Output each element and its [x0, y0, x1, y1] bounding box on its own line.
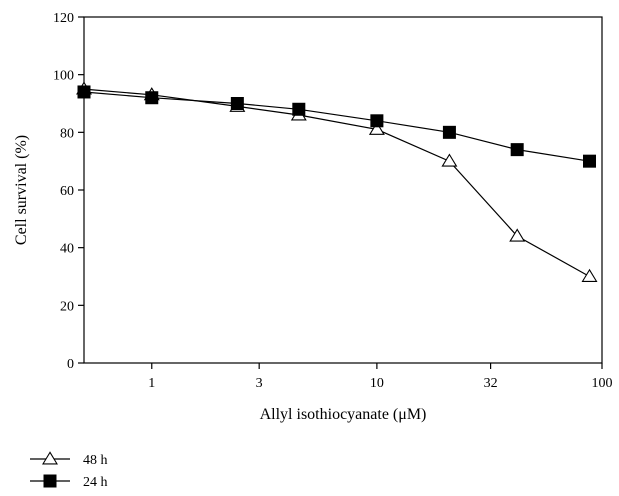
y-tick-label: 60 [60, 184, 74, 199]
legend-label: 24 h [83, 475, 108, 490]
plot-frame [83, 16, 603, 364]
series-0 [76, 81, 598, 282]
data-point-square [583, 154, 597, 168]
x-tick-label: 3 [256, 376, 263, 391]
plot-series [76, 81, 598, 282]
y-tick-label: 120 [53, 11, 74, 26]
y-axis: 0 20 40 60 80 100 120 [53, 11, 84, 372]
data-point-square [442, 125, 456, 139]
data-point-triangle [441, 153, 458, 167]
data-point-triangle [509, 228, 526, 242]
data-point-triangle [581, 268, 598, 282]
legend-label: 48 h [83, 453, 108, 468]
x-axis-title: Allyl isothiocyanate (μM) [260, 406, 427, 423]
legend-item: 24 h [30, 474, 108, 490]
data-point-triangle [42, 451, 58, 465]
series-line [83, 88, 590, 278]
data-point-square [77, 85, 91, 99]
y-tick-label: 40 [60, 242, 74, 257]
x-axis: 1 3 10 32 100 [148, 363, 613, 391]
data-point-square [292, 102, 306, 116]
data-point-square [145, 91, 159, 105]
x-tick-label: 1 [148, 376, 155, 391]
x-tick-label: 100 [592, 376, 613, 391]
y-tick-label: 0 [67, 357, 74, 372]
x-tick-label: 32 [484, 376, 498, 391]
data-point-square [510, 143, 524, 157]
legend-item: 48 h [30, 451, 108, 468]
legend: 48 h 24 h [30, 451, 108, 490]
data-point-square [43, 474, 57, 488]
series-1 [77, 85, 597, 168]
y-tick-label: 100 [53, 69, 74, 84]
y-tick-label: 20 [60, 299, 74, 314]
data-point-square [230, 97, 244, 110]
y-tick-label: 80 [60, 126, 74, 141]
data-point-triangle [368, 121, 385, 135]
y-axis-title: Cell survival (%) [13, 135, 30, 245]
data-point-square [370, 114, 384, 128]
x-tick-label: 10 [370, 376, 384, 391]
series-line [83, 91, 590, 162]
